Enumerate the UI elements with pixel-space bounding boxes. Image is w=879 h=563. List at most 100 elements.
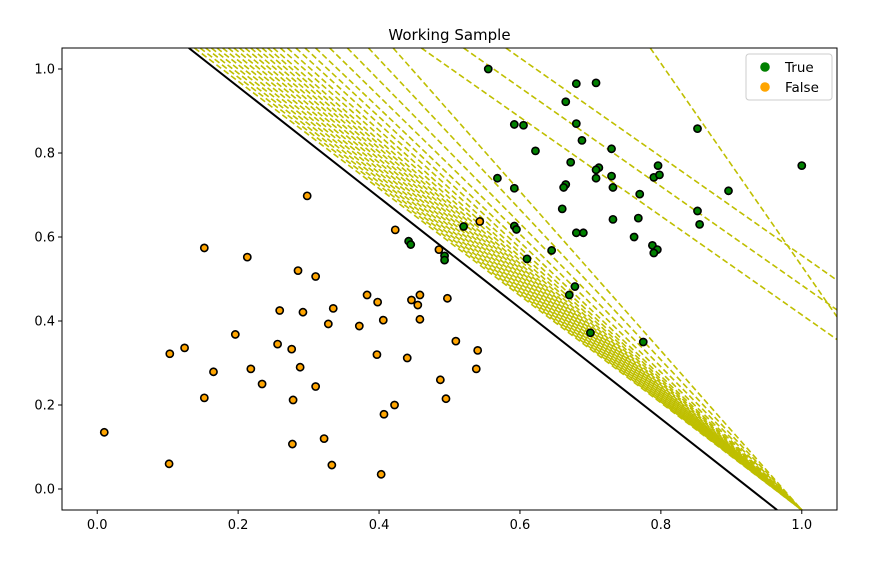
scatter-point-false	[434, 245, 444, 254]
dashed-boundary-line-23	[367, 48, 803, 510]
scatter-point-false	[164, 459, 174, 469]
scatter-point-false	[298, 307, 308, 317]
y-tick-label: 0.8	[34, 147, 55, 162]
x-tick-label: 0.4	[369, 518, 390, 533]
dashed-boundary-line-17	[286, 48, 803, 510]
scatter-point-true	[531, 146, 540, 156]
scatter-point-false	[376, 469, 386, 479]
dashed-boundary-line-21	[329, 48, 803, 510]
scatter-point-false	[273, 339, 282, 349]
scatter-point-true	[483, 64, 493, 74]
dashed-boundary-line-22	[346, 48, 803, 510]
dashed-boundary-line-9	[239, 48, 803, 510]
x-tick-label: 0.2	[228, 518, 249, 533]
scatter-point-false	[257, 379, 267, 389]
scatter-point-true	[519, 120, 528, 130]
scatter-point-false	[328, 303, 338, 313]
scatter-point-false	[354, 321, 364, 331]
scatter-point-false	[475, 217, 485, 226]
scatter-point-true	[633, 213, 643, 223]
scatter-point-false	[373, 297, 383, 307]
scatter-point-false	[287, 439, 297, 449]
scatter-point-true	[559, 183, 569, 192]
y-tick-label: 0.2	[34, 399, 55, 414]
scatter-point-true	[561, 97, 571, 107]
dashed-boundary-line-24	[392, 48, 803, 510]
scatter-point-true	[693, 206, 702, 216]
dashed-parallel-line-3	[505, 48, 837, 282]
solid-decision-line	[188, 48, 778, 510]
scatter-point-true	[693, 124, 702, 134]
dashed-parallel-line-1	[420, 48, 837, 341]
scatter-point-false	[415, 314, 425, 324]
scatter-point-true	[607, 171, 616, 181]
scatter-point-false	[199, 393, 209, 403]
scatter-point-false	[323, 319, 333, 329]
scatter-point-true	[459, 222, 468, 231]
scatter-point-false	[441, 394, 451, 404]
scatter-point-true	[608, 214, 618, 224]
x-tick-label: 0.6	[510, 518, 531, 533]
scatter-point-true	[607, 144, 616, 154]
dashed-boundary-line-6	[222, 48, 803, 510]
scatter-point-false	[473, 345, 483, 355]
scatter-point-true	[591, 78, 601, 88]
scatter-point-true	[629, 232, 639, 242]
scatter-point-false	[402, 353, 412, 363]
scatter-point-true	[591, 165, 601, 175]
scatter-point-true	[635, 189, 645, 199]
scatter-point-false	[471, 364, 481, 374]
scatter-point-false	[378, 315, 388, 325]
scatter-point-false	[415, 290, 425, 300]
scatter-point-true	[493, 173, 502, 183]
plot-area-frame	[61, 47, 838, 511]
scatter-point-false	[199, 243, 209, 253]
x-tick-label: 0.8	[651, 518, 672, 533]
dashed-boundary-line-14	[267, 48, 803, 510]
scatter-point-false	[302, 191, 312, 201]
scatter-point-true	[797, 161, 807, 170]
scatter-point-true	[522, 254, 532, 264]
scatter-point-false	[435, 375, 445, 385]
scatter-point-false	[246, 364, 256, 374]
scatter-point-false	[295, 362, 305, 372]
scatter-point-false	[275, 306, 285, 315]
y-tick-label: 0.6	[34, 231, 55, 246]
scatter-point-true	[649, 248, 659, 258]
scatter-point-true	[557, 204, 567, 214]
scatter-point-true	[571, 119, 581, 128]
scatter-point-true	[570, 282, 580, 291]
scatter-point-true	[509, 183, 519, 193]
scatter-point-false	[379, 409, 389, 419]
scatter-point-true	[440, 255, 449, 265]
scatter-point-false	[451, 336, 461, 346]
scatter-point-false	[413, 300, 423, 310]
y-tick-label: 1.0	[34, 63, 55, 78]
legend-marker-false	[760, 82, 770, 92]
dashed-boundary-line-2	[199, 48, 803, 510]
scatter-point-true	[509, 120, 519, 129]
scatter-point-true	[724, 186, 733, 196]
chart-title: Working Sample	[388, 26, 510, 44]
dashed-boundary-line-19	[304, 48, 803, 510]
y-tick-label: 0.4	[34, 315, 55, 330]
scatter-point-true	[547, 246, 557, 255]
scatter-point-false	[288, 395, 298, 405]
scatter-point-false	[293, 266, 303, 275]
scatter-point-false	[99, 427, 109, 437]
scatter-point-false	[319, 434, 329, 443]
scatter-point-true	[591, 173, 601, 183]
scatter-point-true	[578, 228, 588, 238]
scatter-point-true	[608, 183, 618, 192]
x-tick-label: 0.0	[87, 518, 108, 533]
scatter-point-false	[311, 272, 321, 281]
scatter-point-false	[209, 367, 218, 377]
scatter-point-true	[564, 290, 574, 300]
scatter-point-true	[653, 161, 663, 170]
scatter-point-false	[442, 293, 452, 303]
dashed-boundary-line-13	[261, 48, 803, 510]
scatter-point-false	[180, 343, 189, 353]
scatter-point-false	[230, 330, 240, 339]
legend-marker-true	[760, 62, 770, 72]
scatter-point-false	[165, 349, 175, 359]
